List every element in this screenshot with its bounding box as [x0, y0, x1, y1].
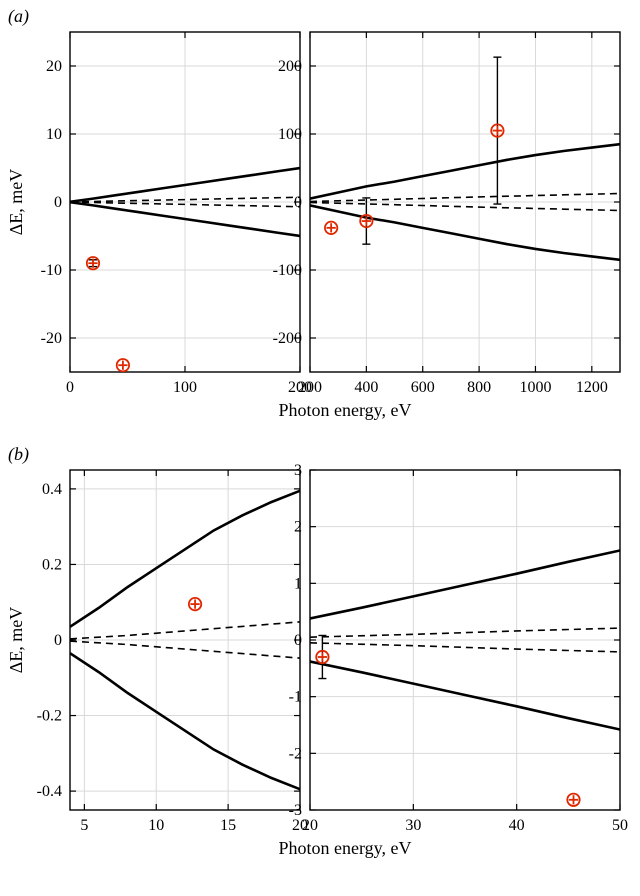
svg-text:-2: -2: [289, 745, 302, 762]
svg-text:-10: -10: [41, 262, 62, 279]
svg-text:3: 3: [294, 462, 302, 479]
svg-text:0: 0: [54, 632, 62, 649]
svg-text:0.4: 0.4: [42, 481, 62, 498]
svg-text:15: 15: [220, 817, 236, 834]
svg-text:-20: -20: [41, 330, 62, 347]
svg-text:-100: -100: [273, 262, 302, 279]
svg-text:2: 2: [294, 519, 302, 536]
svg-text:100: 100: [173, 379, 197, 396]
svg-text:40: 40: [509, 817, 525, 834]
svg-text:400: 400: [354, 379, 378, 396]
svg-text:1: 1: [294, 575, 302, 592]
svg-text:20: 20: [302, 817, 318, 834]
plots-svg: 0100200-20-1001020ΔE, meV200400600800100…: [0, 0, 640, 896]
figure: (a) (b) 0100200-20-1001020ΔE, meV2004006…: [0, 0, 640, 896]
svg-text:-1: -1: [289, 689, 302, 706]
svg-text:-0.4: -0.4: [37, 783, 62, 800]
svg-text:0: 0: [66, 379, 74, 396]
svg-text:600: 600: [411, 379, 435, 396]
svg-text:ΔE, meV: ΔE, meV: [6, 607, 26, 674]
svg-text:-3: -3: [289, 802, 302, 819]
svg-text:800: 800: [467, 379, 491, 396]
svg-text:0: 0: [294, 194, 302, 211]
svg-text:100: 100: [278, 126, 302, 143]
svg-text:ΔE, meV: ΔE, meV: [6, 169, 26, 236]
panel-label-a: (a): [8, 6, 29, 27]
svg-text:0: 0: [54, 194, 62, 211]
svg-text:10: 10: [148, 817, 164, 834]
svg-text:Photon energy, eV: Photon energy, eV: [279, 400, 412, 420]
svg-text:200: 200: [278, 58, 302, 75]
svg-text:0: 0: [294, 632, 302, 649]
svg-text:0.2: 0.2: [42, 556, 62, 573]
svg-text:200: 200: [298, 379, 322, 396]
panel-label-b: (b): [8, 444, 29, 465]
svg-text:-200: -200: [273, 330, 302, 347]
svg-text:Photon energy, eV: Photon energy, eV: [279, 838, 412, 858]
svg-text:1000: 1000: [519, 379, 551, 396]
svg-text:-0.2: -0.2: [37, 708, 62, 725]
svg-text:20: 20: [46, 58, 62, 75]
svg-text:1200: 1200: [576, 379, 608, 396]
svg-text:30: 30: [405, 817, 421, 834]
svg-text:10: 10: [46, 126, 62, 143]
svg-text:50: 50: [612, 817, 628, 834]
svg-text:5: 5: [80, 817, 88, 834]
